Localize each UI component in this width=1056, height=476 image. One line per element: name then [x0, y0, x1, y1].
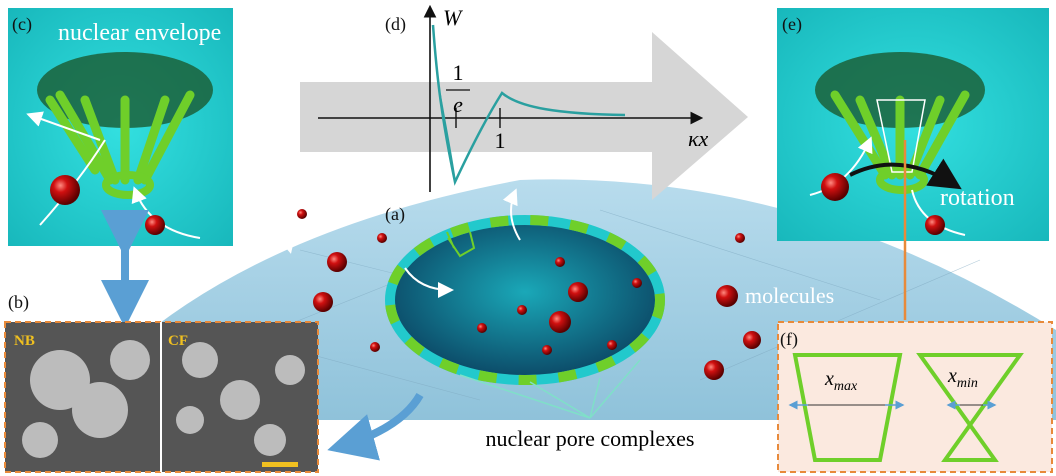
figure: (d) W 1 e 1 κx (c) nuclear envelope (e) …	[0, 0, 1056, 476]
tick-label: 1	[495, 128, 506, 153]
panel-label: (c)	[12, 14, 32, 35]
panel-label: (b)	[8, 292, 29, 313]
panel-title: nuclear envelope	[58, 20, 221, 46]
pores-label: nuclear pore complexes	[486, 426, 695, 451]
panel-label: (a)	[385, 204, 405, 225]
panel-c: (c) nuclear envelope	[8, 8, 233, 246]
panel-label: (e)	[782, 14, 802, 35]
molecules-label: molecules	[745, 283, 834, 308]
panel-f: (f) xmax xmin	[778, 322, 1052, 472]
image-tag: CF	[168, 333, 188, 349]
panel-d: (d) W 1 e 1 κx	[300, 5, 748, 200]
x-axis-label: κx	[688, 126, 709, 151]
panel-label: (f)	[780, 329, 798, 350]
panel-label: (d)	[385, 14, 406, 35]
fraction-numerator: 1	[453, 60, 464, 85]
annotation: rotation	[940, 185, 1015, 211]
panel-e: (e) rotation	[777, 8, 1049, 241]
image-tag: NB	[14, 333, 35, 349]
y-axis-label: W	[443, 5, 463, 30]
fraction-denominator: e	[453, 92, 463, 117]
